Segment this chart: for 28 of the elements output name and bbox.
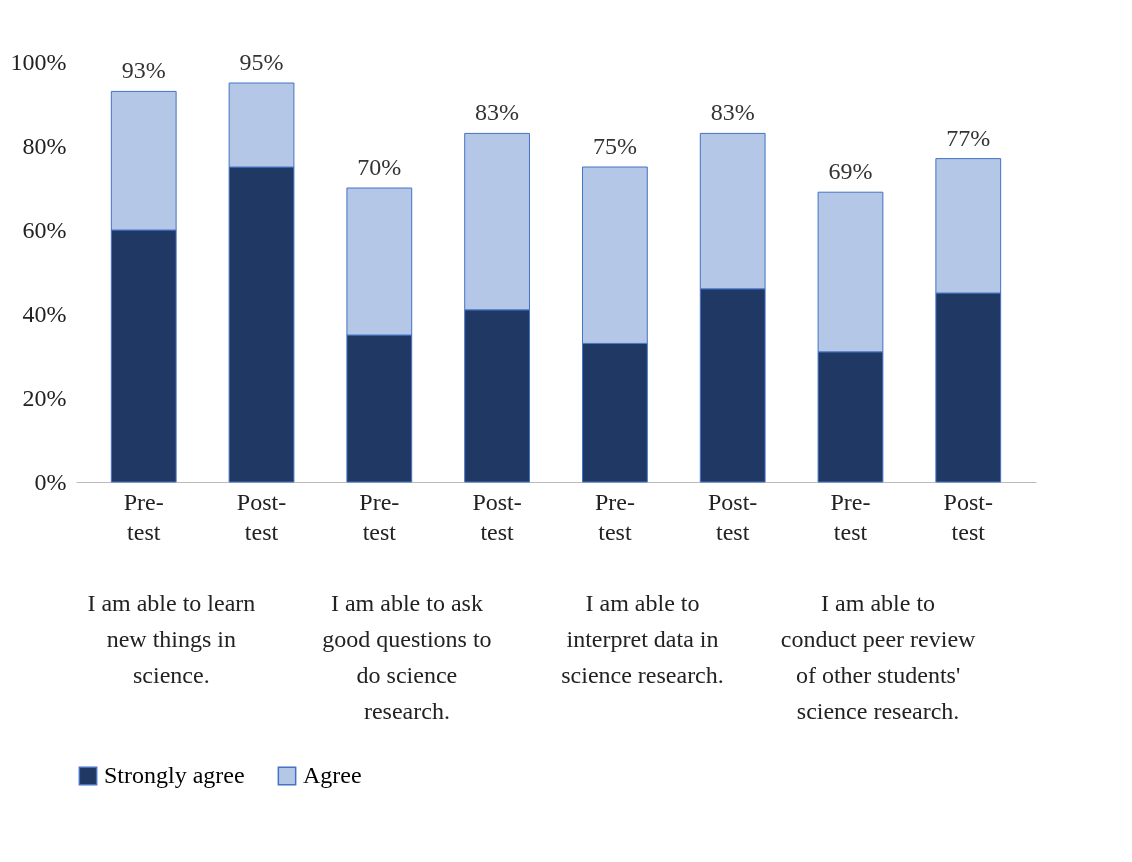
total-label: 93% (121, 57, 166, 84)
text: I am able to interpret data in science research. (561, 590, 724, 688)
total-label: 69% (828, 158, 873, 185)
x-tick-label: Pre-test (594, 488, 635, 545)
text: I am able to conduct peer review of other students' science research. (780, 590, 977, 724)
x-tick-label: Post-test (472, 488, 522, 545)
total-label: 77% (946, 124, 991, 151)
total-label: 75% (592, 133, 637, 159)
x-tick-label: Pre-test (830, 488, 871, 545)
legend-label: Strongly agree (104, 762, 245, 788)
x-tick-label: Post-test (943, 488, 993, 545)
y-tick-label: 60% (22, 216, 67, 243)
y-tick-label: 40% (22, 300, 67, 327)
total-label: 83% (475, 99, 520, 126)
y-tick-label: 20% (22, 384, 67, 411)
total-label: 70% (357, 154, 402, 180)
text: I am able to ask good questions to do science research. (322, 590, 492, 724)
text: I am able to learn new things in science. (87, 590, 256, 688)
y-tick-label: 0% (34, 468, 67, 495)
y-tick-label: 100% (10, 48, 67, 75)
total-label: 83% (710, 99, 755, 126)
legend-label: Agree (303, 762, 362, 788)
x-tick-label: Pre-test (123, 488, 164, 545)
y-tick-label: 80% (22, 132, 67, 159)
x-tick-label: Pre-test (359, 488, 400, 545)
x-tick-label: Post-test (236, 488, 287, 545)
total-label: 95% (239, 49, 284, 75)
x-tick-label: Post-test (708, 488, 758, 545)
